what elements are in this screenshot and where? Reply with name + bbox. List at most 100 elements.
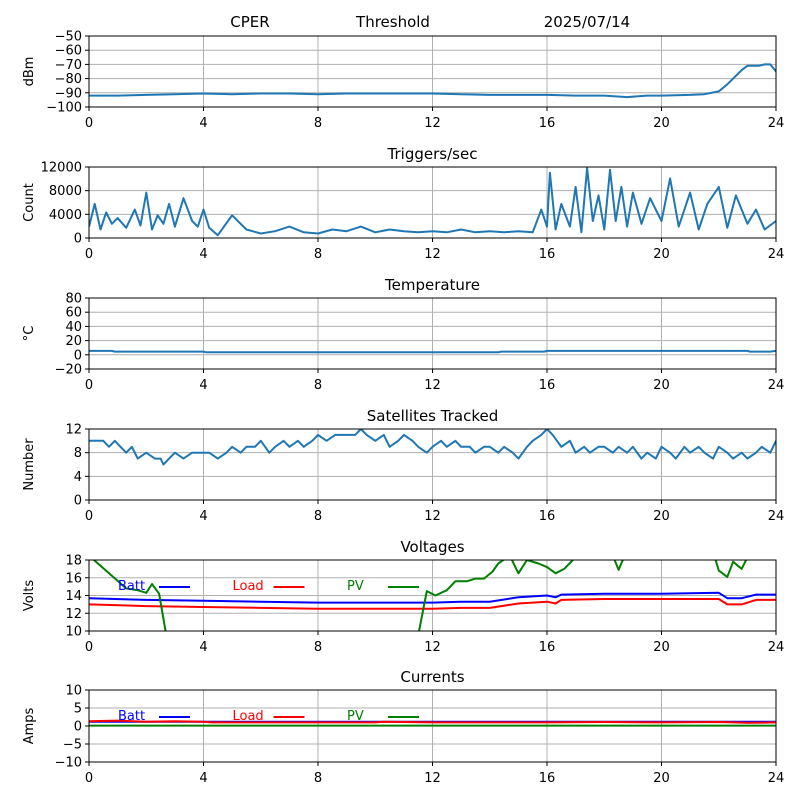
x-tick-label: 8 [314, 378, 322, 393]
chart-panel-3: 0 4 8 12 16 20 24 12 8 4 0 Satellites Tracked Number [22, 407, 784, 524]
y-axis-label: Number [22, 438, 37, 491]
y-tick-label: −90 [55, 86, 82, 101]
x-tick-label: 16 [539, 378, 556, 393]
series-group [89, 719, 776, 727]
legend-label-pv: PV [347, 579, 364, 594]
y-tick-label: 16 [65, 571, 82, 586]
panel-title: Voltages [400, 538, 464, 556]
panel-title: Temperature [384, 276, 480, 294]
y-tick-label: 12000 [41, 161, 82, 176]
y-tick-label: 8 [74, 446, 82, 461]
series-group [89, 63, 776, 99]
x-tick-label: 8 [314, 247, 322, 262]
x-tick-label: 24 [768, 640, 785, 655]
y-tick-label: 0 [74, 494, 82, 509]
x-tick-label: 4 [199, 640, 207, 655]
x-tick-label: 16 [539, 509, 556, 524]
date-label: 2025/07/14 [544, 13, 630, 31]
chart-panel-4: 0 4 8 12 16 20 24 18 16 14 12 10 Batt Load PV Voltages V… [22, 538, 784, 655]
y-tick-label: −50 [55, 30, 82, 45]
batt-series-line [89, 591, 776, 604]
mode-label: Threshold [355, 13, 430, 31]
panel-title: Satellites Tracked [367, 407, 498, 425]
x-tick-label: 4 [199, 509, 207, 524]
x-tick-label: 20 [653, 247, 670, 262]
x-tick-label: 0 [85, 509, 93, 524]
y-axis-label: Count [22, 183, 37, 222]
y-tick-label: 10 [65, 684, 82, 699]
y-tick-label: −80 [55, 72, 82, 87]
x-tick-label: 16 [539, 640, 556, 655]
x-tick-label: 12 [424, 116, 441, 131]
y-tick-label: 14 [65, 589, 82, 604]
x-tick-label: 0 [85, 771, 93, 786]
series-line [89, 167, 776, 237]
y-tick-label: 80 [65, 292, 82, 307]
x-tick-label: 0 [85, 640, 93, 655]
series-line [89, 429, 776, 466]
x-tick-label: 12 [424, 509, 441, 524]
y-tick-label: −20 [55, 363, 82, 378]
x-tick-label: 4 [199, 247, 207, 262]
chart-panel-1: 0 4 8 12 16 20 24 12000 8000 4000 0 Triggers/sec Cou… [22, 145, 784, 262]
y-tick-label: −5 [63, 738, 82, 753]
x-tick-label: 24 [768, 247, 785, 262]
y-tick-label: 12 [65, 607, 82, 622]
legend-label-batt: Batt [118, 579, 145, 594]
x-tick-label: 12 [424, 247, 441, 262]
y-axis-label: dBm [22, 57, 37, 87]
x-tick-label: 24 [768, 509, 785, 524]
series-group [89, 167, 776, 237]
y-axis-label: Volts [22, 580, 37, 612]
y-axis-label: Amps [22, 707, 37, 744]
panel-title: Triggers/sec [387, 145, 478, 163]
y-tick-label: 4 [74, 470, 82, 485]
legend-label-pv: PV [347, 709, 364, 724]
y-tick-label: 0 [74, 720, 82, 735]
x-tick-label: 24 [768, 378, 785, 393]
x-tick-label: 8 [314, 509, 322, 524]
axes-frame [88, 297, 777, 370]
series-line [89, 349, 776, 354]
x-tick-label: 8 [314, 771, 322, 786]
x-tick-label: 4 [199, 378, 207, 393]
figure-header: CPER Threshold 2025/07/14 [230, 13, 630, 31]
y-tick-label: 8000 [49, 184, 82, 199]
y-axis-label: °C [22, 326, 37, 342]
y-tick-label: −60 [55, 44, 82, 59]
x-tick-label: 20 [653, 116, 670, 131]
x-tick-label: 8 [314, 116, 322, 131]
y-tick-label: 18 [65, 554, 82, 569]
x-tick-label: 0 [85, 116, 93, 131]
y-tick-label: −70 [55, 58, 82, 73]
series-group [89, 560, 776, 631]
x-tick-label: 20 [653, 378, 670, 393]
chart-panel-5: 0 4 8 12 16 20 24 10 5 0 −5 −10 Batt Load PV Currents Am… [22, 668, 784, 786]
x-tick-label: 24 [768, 116, 785, 131]
legend: Batt Load PV [118, 709, 419, 724]
x-tick-label: 4 [199, 116, 207, 131]
load-series-line [89, 719, 776, 724]
axes-frame [88, 559, 777, 632]
y-tick-label: 5 [74, 702, 82, 717]
x-tick-label: 12 [424, 771, 441, 786]
x-tick-label: 20 [653, 509, 670, 524]
legend-label-load: Load [233, 709, 264, 724]
x-tick-label: 0 [85, 378, 93, 393]
x-tick-label: 12 [424, 640, 441, 655]
chart-panel-0: 0 4 8 12 16 20 24 −50−60−70−80−90−100 dBm [22, 30, 784, 132]
x-tick-label: 16 [539, 247, 556, 262]
y-tick-label: 0 [74, 232, 82, 247]
x-tick-label: 12 [424, 378, 441, 393]
panel-title: Currents [400, 668, 464, 686]
legend-label-batt: Batt [118, 709, 145, 724]
y-tick-label: 20 [65, 334, 82, 349]
load-series-line [89, 598, 776, 610]
y-tick-label: 4000 [49, 208, 82, 223]
x-tick-label: 8 [314, 640, 322, 655]
series-line [89, 63, 776, 99]
